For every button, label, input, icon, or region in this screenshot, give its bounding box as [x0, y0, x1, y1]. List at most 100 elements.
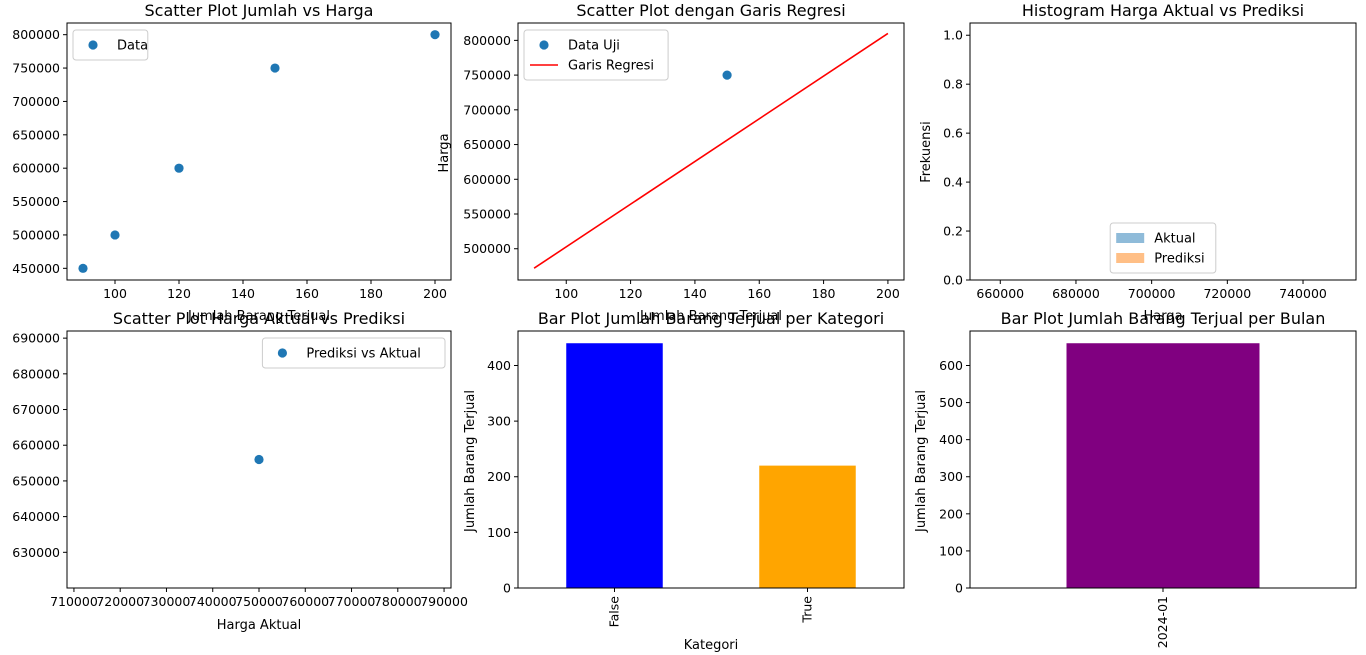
bar	[759, 465, 856, 588]
legend-label: Garis Regresi	[568, 59, 654, 74]
y-tick-label: 750000	[12, 61, 60, 76]
x-tick-label: 200	[876, 286, 900, 301]
x-tick-label: 140	[683, 286, 707, 301]
x-tick-label: 740000	[189, 594, 237, 609]
subplot-bar-bulan: Bar Plot Jumlah Barang Terjual per Bulan…	[914, 309, 1357, 648]
y-axis-label: Frekuensi	[919, 121, 934, 183]
subplot-histogram: Histogram Harga Aktual vs Prediksi Harga…	[919, 1, 1357, 324]
axes-frame	[969, 330, 1357, 589]
subplot-aktual-vs-prediksi: Scatter Plot Harga Aktual vs Prediksi Ha…	[12, 309, 468, 633]
y-tick-label: 0.6	[943, 126, 963, 141]
x-tick-label: 100	[103, 286, 127, 301]
y-tick-label: 0	[955, 581, 963, 596]
y-tick-label: 660000	[12, 438, 60, 453]
x-axis-label: Harga	[1143, 309, 1182, 324]
x-tick-label: 120	[619, 286, 643, 301]
y-tick-label: 800000	[463, 33, 511, 48]
data-point	[110, 230, 120, 240]
y-tick-label: 1.0	[943, 28, 963, 43]
y-tick-label: 300	[939, 469, 963, 484]
y-tick-label: 550000	[463, 207, 511, 222]
x-axis-label: Harga Aktual	[217, 618, 302, 633]
y-tick-label: 630000	[12, 545, 60, 560]
legend-label: Data	[117, 39, 148, 54]
x-tick-label: 720000	[96, 594, 144, 609]
x-axis-label: Jumlah Barang Terjual	[639, 309, 782, 324]
y-tick-label: 300	[487, 414, 511, 429]
x-tick-label: 660000	[976, 286, 1024, 301]
y-tick-label: 600000	[463, 172, 511, 187]
axes-frame	[517, 330, 905, 589]
x-tick-label: 140	[231, 286, 255, 301]
x-tick-label: 770000	[328, 594, 376, 609]
regression-line	[533, 32, 889, 269]
y-tick-label: 400	[939, 432, 963, 447]
x-tick-label: False	[607, 596, 622, 628]
legend-marker	[539, 40, 549, 50]
y-tick-label: 670000	[12, 402, 60, 417]
y-tick-label: 680000	[12, 366, 60, 381]
y-tick-label: 0.0	[943, 273, 963, 288]
x-tick-label: 780000	[374, 594, 422, 609]
y-tick-label: 450000	[12, 261, 60, 276]
y-tick-label: 0.2	[943, 224, 963, 239]
data-point	[430, 30, 440, 40]
legend: Data Uji Garis Regresi	[523, 29, 669, 81]
subplot-garis-regresi: Scatter Plot dengan Garis Regresi Jumlah…	[437, 1, 905, 324]
data-point	[174, 163, 184, 173]
legend-marker	[1116, 253, 1145, 263]
legend-box	[261, 337, 446, 369]
y-tick-label: 650000	[463, 137, 511, 152]
y-tick-label: 500000	[463, 241, 511, 256]
legend-box	[523, 29, 669, 81]
y-tick-label: 200	[487, 469, 511, 484]
y-axis-label: Harga	[437, 133, 452, 172]
y-tick-label: 500	[939, 395, 963, 410]
x-tick-label: 160	[747, 286, 771, 301]
y-tick-label: 100	[939, 543, 963, 558]
x-axis-label: Jumlah Barang Terjual	[187, 309, 330, 324]
x-tick-label: 790000	[420, 594, 468, 609]
x-tick-label: 700000	[1128, 286, 1176, 301]
legend-label: Aktual	[1154, 232, 1195, 247]
legend-label: Data Uji	[568, 39, 620, 54]
axes-frame	[66, 22, 452, 281]
subplot-bar-kategori: Bar Plot Jumlah Barang Terjual per Kateg…	[463, 309, 905, 653]
x-tick-label: 120	[167, 286, 191, 301]
x-tick-label: 710000	[50, 594, 98, 609]
y-tick-label: 600000	[12, 161, 60, 176]
x-tick-label: 740000	[1279, 286, 1327, 301]
x-tick-label: 750000	[235, 594, 283, 609]
y-tick-label: 650000	[12, 473, 60, 488]
y-tick-label: 100	[487, 525, 511, 540]
y-tick-label: 0.4	[943, 175, 963, 190]
legend-label: Prediksi vs Aktual	[306, 347, 421, 362]
legend: Aktual Prediksi	[1109, 222, 1217, 274]
y-tick-label: 640000	[12, 509, 60, 524]
x-tick-label: 160	[295, 286, 319, 301]
legend-marker	[1116, 233, 1145, 243]
y-tick-label: 600	[939, 358, 963, 373]
x-tick-label: 720000	[1203, 286, 1251, 301]
legend-marker	[88, 40, 98, 50]
y-tick-label: 690000	[12, 331, 60, 346]
legend: Prediksi vs Aktual	[261, 337, 446, 369]
subplot-title: Bar Plot Jumlah Barang Terjual per Kateg…	[538, 309, 884, 328]
legend-label: Prediksi	[1154, 252, 1204, 267]
axes-frame	[517, 22, 905, 281]
x-tick-label: 2024-01	[1155, 596, 1170, 648]
y-tick-label: 800000	[12, 27, 60, 42]
legend-box	[72, 29, 149, 61]
axes-frame	[66, 330, 452, 589]
x-tick-label: 180	[812, 286, 836, 301]
data-point	[78, 263, 88, 273]
y-tick-label: 400	[487, 358, 511, 373]
subplot-title: Histogram Harga Aktual vs Prediksi	[1022, 1, 1304, 20]
subplot-title: Scatter Plot Harga Aktual vs Prediksi	[113, 309, 405, 328]
data-point	[270, 63, 280, 73]
y-tick-label: 700000	[463, 102, 511, 117]
y-tick-label: 0.8	[943, 77, 963, 92]
bar	[1066, 343, 1260, 588]
x-tick-label: True	[800, 596, 815, 624]
